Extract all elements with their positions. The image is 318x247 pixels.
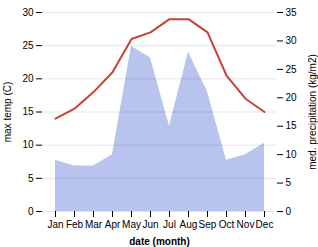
svg-text:date (month): date (month): [129, 236, 190, 247]
svg-text:Aug: Aug: [180, 219, 198, 230]
svg-text:5: 5: [286, 177, 292, 188]
svg-text:10: 10: [22, 139, 34, 150]
svg-text:Apr: Apr: [105, 219, 121, 230]
svg-text:35: 35: [286, 7, 298, 18]
svg-text:Feb: Feb: [66, 219, 84, 230]
svg-text:30: 30: [22, 7, 34, 18]
svg-text:Sep: Sep: [199, 219, 217, 230]
svg-text:10: 10: [286, 149, 298, 160]
svg-text:Oct: Oct: [219, 219, 235, 230]
svg-text:5: 5: [28, 173, 34, 184]
svg-text:Jun: Jun: [142, 219, 158, 230]
svg-text:Mar: Mar: [85, 219, 103, 230]
svg-text:Dec: Dec: [256, 219, 274, 230]
svg-text:Nov: Nov: [237, 219, 255, 230]
svg-text:0: 0: [28, 206, 34, 217]
svg-text:25: 25: [286, 64, 298, 75]
svg-text:0: 0: [286, 206, 292, 217]
svg-text:Jul: Jul: [163, 219, 176, 230]
svg-text:May: May: [122, 219, 141, 230]
svg-text:med. precipitation (kg/m2): med. precipitation (kg/m2): [307, 54, 318, 170]
svg-text:30: 30: [286, 35, 298, 46]
svg-text:max temp (C): max temp (C): [2, 82, 13, 143]
svg-text:15: 15: [286, 120, 298, 131]
svg-text:20: 20: [22, 73, 34, 84]
svg-text:15: 15: [22, 106, 34, 117]
svg-text:20: 20: [286, 92, 298, 103]
svg-text:Jan: Jan: [47, 219, 63, 230]
svg-text:25: 25: [22, 40, 34, 51]
